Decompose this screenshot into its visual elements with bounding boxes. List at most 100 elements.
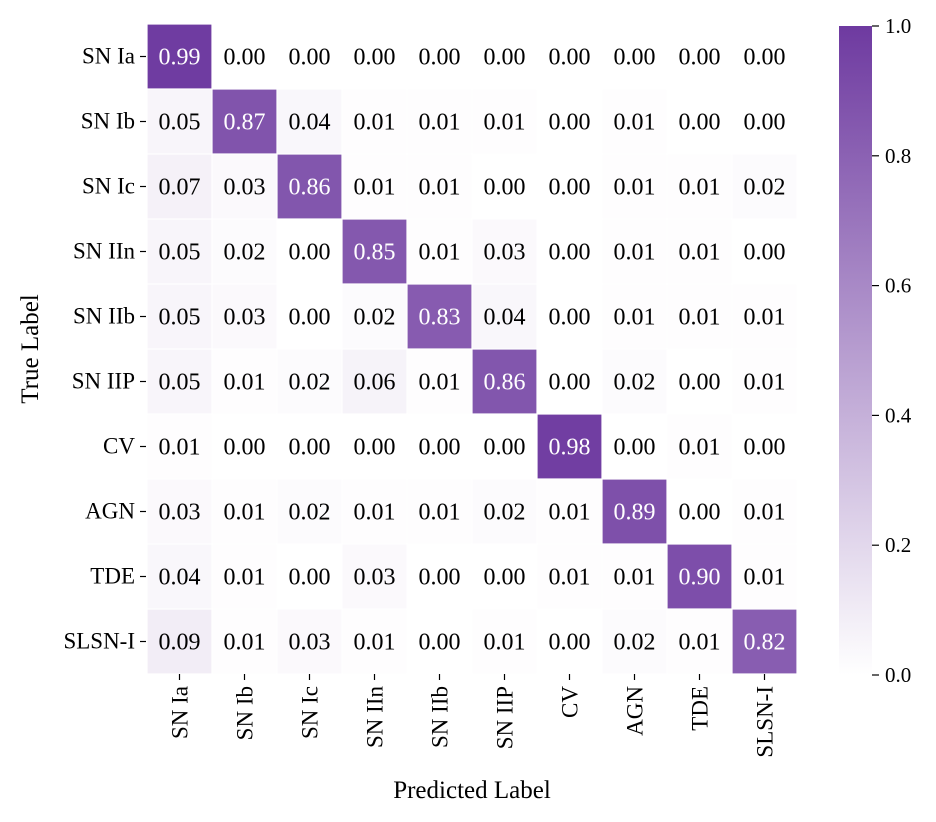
heatmap-cell [212, 544, 277, 609]
heatmap-cell [732, 544, 797, 609]
heatmap-cell [147, 479, 212, 544]
heatmap-cell [472, 414, 537, 479]
heatmap-cell-value: 0.05 [159, 370, 201, 396]
heatmap-cell [277, 609, 342, 674]
y-tick-label: SN Ia [82, 44, 135, 69]
heatmap-cell-labels: 0.99 0.00 0.00 0.00 0.00 0.00 0.00 0.00 0.00 0.00… [159, 45, 786, 656]
heatmap-cell-value: 0.00 [289, 45, 331, 71]
heatmap-cell-value: 0.02 [744, 175, 786, 201]
colorbar-tick-label: 0.4 [885, 403, 912, 427]
x-tick-label: CV [558, 686, 583, 718]
heatmap-cell [732, 349, 797, 414]
heatmap-cell [472, 479, 537, 544]
heatmap-cell-value: 0.00 [419, 565, 461, 591]
heatmap-cell [472, 349, 537, 414]
heatmap-cell-value: 0.06 [354, 370, 396, 396]
heatmap-cell-value: 0.00 [744, 45, 786, 71]
heatmap-cell [212, 414, 277, 479]
heatmap-cell [472, 154, 537, 219]
heatmap-cell-value: 0.00 [354, 435, 396, 461]
heatmap-cell-value: 0.03 [354, 565, 396, 591]
heatmap-cell-value: 0.00 [484, 175, 526, 201]
heatmap-cell [147, 89, 212, 154]
heatmap-cell-value: 0.05 [159, 110, 201, 136]
heatmap-cell [537, 154, 602, 219]
heatmap-cell-value: 0.01 [744, 370, 786, 396]
heatmap-cells [147, 24, 797, 674]
heatmap-cell [602, 414, 667, 479]
heatmap-cell [212, 24, 277, 89]
heatmap-cell-value: 0.03 [289, 630, 331, 656]
heatmap-cell-value: 0.03 [224, 175, 266, 201]
y-tick-label: AGN [85, 499, 135, 524]
heatmap-cell-value: 0.00 [679, 500, 721, 526]
heatmap-cell-value: 0.01 [419, 110, 461, 136]
heatmap-cell [277, 89, 342, 154]
heatmap-cell [212, 349, 277, 414]
heatmap-cell [342, 154, 407, 219]
heatmap-cell-value: 0.03 [159, 500, 201, 526]
heatmap-cell [602, 609, 667, 674]
heatmap-cell [277, 154, 342, 219]
heatmap-cell-value: 0.00 [614, 435, 656, 461]
heatmap-cell-value: 0.00 [549, 240, 591, 266]
heatmap-cell-value: 0.01 [419, 175, 461, 201]
heatmap-cell [472, 284, 537, 349]
heatmap-cell [212, 609, 277, 674]
heatmap-cell [667, 414, 732, 479]
heatmap-cell-value: 0.00 [354, 45, 396, 71]
heatmap-cell-value: 0.00 [224, 45, 266, 71]
heatmap-cell [537, 24, 602, 89]
heatmap-cell [667, 219, 732, 284]
heatmap-cell [732, 609, 797, 674]
heatmap-cell-value: 0.00 [549, 630, 591, 656]
heatmap-cell-value: 0.04 [484, 305, 526, 331]
heatmap-cell-value: 0.01 [549, 565, 591, 591]
heatmap-cell-value: 0.01 [614, 305, 656, 331]
heatmap-cell [472, 609, 537, 674]
heatmap-cell [342, 544, 407, 609]
heatmap-cell-value: 0.02 [354, 305, 396, 331]
x-axis-ticks: SN Ia SN Ib SN Ic SN IIn SN IIb SN IIP CV AGN TD… [168, 674, 778, 758]
heatmap-cell [537, 414, 602, 479]
colorbar-tick-label: 0.6 [885, 274, 911, 298]
x-tick-label: SN Ib [233, 686, 258, 740]
heatmap-cell-value: 0.01 [614, 240, 656, 266]
y-axis-ticks: SN Ia SN Ib SN Ic SN IIn SN IIb SN IIP CV AGN TD… [63, 44, 146, 654]
heatmap-cell-value: 0.00 [224, 435, 266, 461]
heatmap-cell-value: 0.00 [549, 305, 591, 331]
heatmap-cell [667, 479, 732, 544]
heatmap-cell [407, 544, 472, 609]
heatmap-cell [342, 609, 407, 674]
colorbar-tick-label: 0.8 [885, 144, 911, 168]
heatmap-cell [732, 89, 797, 154]
heatmap-cell-value: 0.89 [614, 500, 656, 526]
heatmap-cell [277, 349, 342, 414]
heatmap-cell [602, 24, 667, 89]
heatmap-cell-value: 0.01 [614, 110, 656, 136]
heatmap-cell [147, 284, 212, 349]
heatmap-cell [342, 219, 407, 284]
heatmap-cell-value: 0.00 [744, 435, 786, 461]
heatmap-cell-value: 0.00 [289, 435, 331, 461]
heatmap-cell [407, 219, 472, 284]
heatmap-cell [667, 609, 732, 674]
heatmap-cell-value: 0.87 [224, 110, 266, 136]
heatmap-cell-value: 0.04 [159, 565, 201, 591]
heatmap-cell-value: 0.01 [549, 500, 591, 526]
heatmap-cell [667, 89, 732, 154]
heatmap-cell-value: 0.00 [549, 110, 591, 136]
heatmap-cell-value: 0.05 [159, 240, 201, 266]
heatmap-cell-value: 0.01 [484, 110, 526, 136]
heatmap-cell-value: 0.00 [419, 435, 461, 461]
heatmap-cell-value: 0.01 [744, 500, 786, 526]
heatmap-cell [407, 609, 472, 674]
heatmap-cell-value: 0.02 [614, 630, 656, 656]
heatmap-cell-value: 0.00 [679, 45, 721, 71]
heatmap-cell-value: 0.98 [549, 435, 591, 461]
heatmap-cell [537, 349, 602, 414]
heatmap-cell [602, 284, 667, 349]
heatmap-cell-value: 0.01 [224, 565, 266, 591]
heatmap-cell-value: 0.01 [744, 565, 786, 591]
heatmap-cell [407, 479, 472, 544]
